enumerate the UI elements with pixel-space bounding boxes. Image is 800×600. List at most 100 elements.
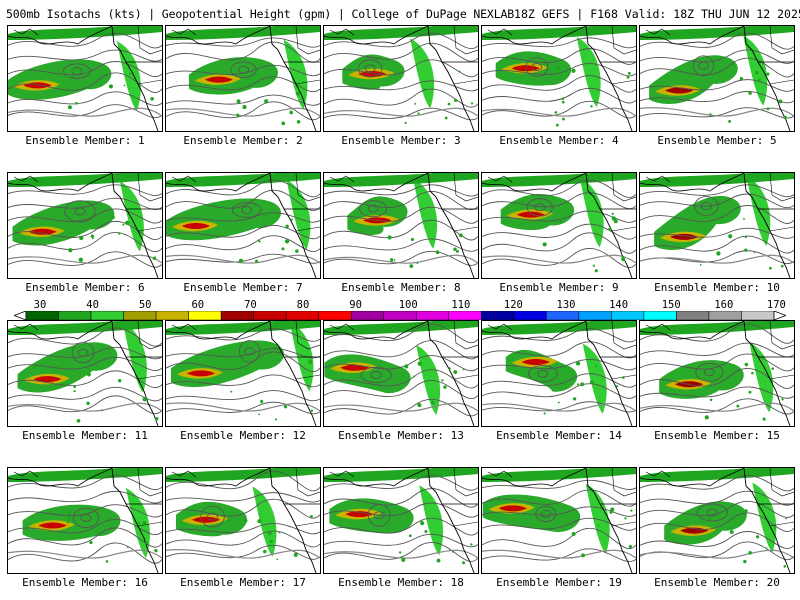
isotach-shading: [166, 198, 282, 241]
ensemble-member-map: [481, 172, 637, 279]
isotach-speck: [137, 521, 141, 525]
isotach-speck: [554, 111, 558, 114]
coastline: [640, 26, 745, 45]
height-contour: [324, 219, 478, 241]
isotach-speck: [417, 112, 420, 115]
isotach-shading: [413, 178, 438, 249]
isotach-speck: [86, 401, 90, 406]
isotach-speck: [276, 558, 279, 561]
border-line: [295, 26, 320, 55]
isotach-speck: [150, 97, 154, 101]
height-contour: [77, 348, 89, 357]
height-contour: [324, 42, 478, 62]
height-contour: [640, 107, 794, 117]
panel-map: [324, 26, 478, 131]
isotach-speck: [85, 72, 89, 76]
height-contour: [74, 207, 86, 216]
isotach-speck: [699, 264, 702, 266]
isotach-speck: [408, 534, 412, 538]
coastline: [269, 26, 317, 131]
height-contour: [166, 107, 320, 117]
height-contour: [166, 470, 320, 492]
isotach-speck: [576, 383, 580, 386]
height-contour: [640, 500, 794, 518]
isotach-speck: [448, 367, 451, 370]
coastline: [427, 468, 475, 573]
coastline: [269, 321, 317, 426]
coastline: [324, 321, 429, 340]
height-contour: [640, 205, 794, 224]
colorbar-tick-label: 110: [451, 299, 471, 311]
isotach-colorbar: 30 40 50 60 70 80 90 100 110 120 130 140 150 160 170: [14, 300, 786, 320]
isotach-speck: [753, 251, 756, 254]
isotach-speck: [766, 107, 770, 111]
height-contour: [166, 544, 320, 560]
isotach-speck: [424, 529, 428, 533]
isotach-speck: [716, 251, 721, 256]
colorbar-swatch: [58, 311, 92, 320]
panel-map: [166, 321, 320, 426]
height-contour: [367, 503, 391, 527]
isotach-shading: [654, 195, 741, 251]
height-contour: [8, 370, 162, 388]
colorbar-tick-label: 40: [86, 299, 99, 311]
isotach-speck: [258, 240, 261, 243]
ensemble-member-label: Ensemble Member: 10: [654, 281, 780, 294]
height-contour: [359, 200, 388, 218]
colorbar-arrow-right: [773, 311, 786, 320]
height-contour: [8, 395, 162, 415]
coastline: [324, 173, 429, 192]
header-title: 500mb Isotachs (kts) | Geopotential Heig…: [6, 7, 515, 21]
isotach-speck: [768, 266, 772, 270]
isotach-speck: [75, 102, 78, 105]
height-contour: [640, 512, 794, 532]
height-contour: [324, 549, 478, 559]
isotach-speck: [90, 234, 95, 238]
isotach-speck: [155, 417, 159, 421]
coastline: [329, 28, 355, 36]
isotach-speck: [154, 548, 158, 553]
height-contour: [166, 390, 320, 401]
height-contour: [8, 527, 162, 548]
isotach-speck: [416, 262, 419, 265]
panel-map: [640, 26, 794, 131]
isotach-speck: [780, 264, 784, 268]
height-contour: [482, 401, 636, 413]
panel-map: [8, 173, 162, 278]
height-contour: [324, 80, 478, 92]
isotach-speck: [709, 113, 712, 116]
coastline: [487, 323, 513, 331]
coastline: [482, 173, 587, 192]
coastline: [743, 173, 791, 278]
isotach-speck: [404, 364, 409, 369]
border-line: [769, 79, 794, 85]
height-contour: [640, 32, 794, 50]
height-contour: [482, 107, 636, 117]
jet-core-max: [204, 76, 233, 83]
isotach-speck: [748, 390, 752, 394]
isotach-speck: [709, 398, 713, 402]
isotach-speck: [621, 257, 626, 262]
isotach-speck: [111, 215, 115, 219]
isotach-speck: [117, 379, 122, 383]
height-contour: [640, 353, 794, 372]
height-contour: [640, 227, 794, 239]
height-contour: [640, 531, 794, 549]
coastline: [645, 175, 671, 183]
ensemble-member-map: [639, 320, 795, 427]
isotach-speck: [621, 255, 625, 259]
isotach-speck: [773, 526, 777, 530]
panel-map: [482, 26, 636, 131]
height-contour: [8, 254, 162, 264]
isotach-speck: [611, 216, 616, 221]
isotach-speck: [76, 418, 81, 423]
height-contour: [696, 503, 728, 522]
isotach-speck: [389, 258, 394, 262]
isotach-speck: [258, 413, 261, 416]
isotach-speck: [267, 531, 272, 536]
coastline: [166, 321, 271, 340]
isotach-speck: [627, 71, 631, 75]
coastline: [645, 323, 671, 331]
isotach-speck: [459, 233, 463, 238]
isotach-shading: [324, 173, 478, 187]
